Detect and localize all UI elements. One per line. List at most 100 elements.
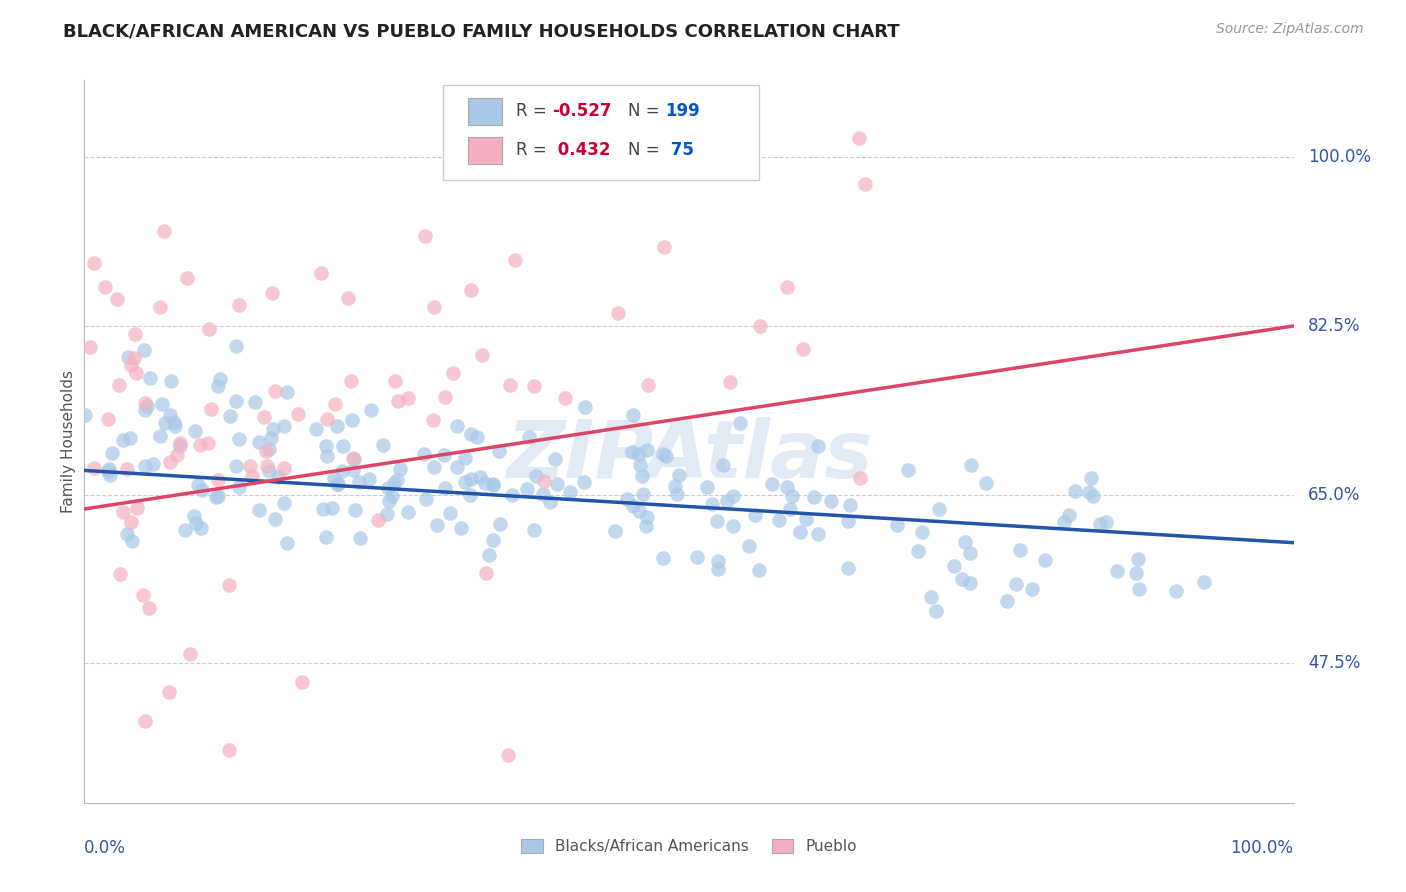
- Point: [630, 469, 652, 483]
- Point: [349, 532, 371, 546]
- Point: [176, 270, 198, 285]
- Point: [132, 588, 155, 602]
- Point: [315, 530, 337, 544]
- Point: [474, 476, 496, 491]
- Point: [654, 240, 676, 254]
- Point: [716, 493, 738, 508]
- Point: [1088, 517, 1111, 532]
- Point: [381, 489, 404, 503]
- Point: [621, 499, 644, 513]
- Point: [326, 476, 349, 491]
- Point: [523, 379, 546, 393]
- Point: [276, 535, 298, 549]
- Point: [169, 439, 191, 453]
- Point: [97, 462, 120, 476]
- Point: [343, 451, 366, 466]
- Point: [228, 480, 250, 494]
- Point: [853, 177, 876, 191]
- Point: [111, 434, 134, 448]
- Point: [159, 408, 181, 422]
- Point: [627, 504, 650, 518]
- Text: N =: N =: [628, 141, 665, 160]
- Point: [125, 501, 148, 516]
- Point: [264, 384, 287, 398]
- Point: [465, 430, 488, 444]
- Point: [628, 447, 651, 461]
- Point: [93, 280, 115, 294]
- Point: [501, 488, 523, 502]
- Point: [315, 449, 337, 463]
- Point: [761, 477, 783, 491]
- Point: [471, 348, 494, 362]
- Point: [316, 412, 339, 426]
- Point: [744, 508, 766, 522]
- Text: 65.0%: 65.0%: [1308, 485, 1361, 503]
- Point: [434, 390, 457, 404]
- Point: [207, 489, 229, 503]
- Point: [1126, 551, 1149, 566]
- Point: [385, 473, 408, 487]
- Point: [925, 604, 948, 618]
- Point: [256, 458, 278, 473]
- Point: [382, 476, 405, 491]
- Point: [169, 435, 191, 450]
- Point: [83, 256, 105, 270]
- Point: [225, 339, 247, 353]
- Point: [163, 418, 186, 433]
- Point: [516, 482, 538, 496]
- Point: [776, 480, 799, 494]
- Point: [205, 490, 228, 504]
- Point: [1192, 575, 1215, 590]
- Point: [526, 468, 548, 483]
- Point: [245, 395, 267, 409]
- Point: [157, 685, 180, 699]
- Point: [183, 424, 205, 438]
- Point: [706, 514, 728, 528]
- Point: [837, 514, 859, 528]
- Text: 75: 75: [665, 141, 693, 160]
- Point: [139, 371, 162, 385]
- Point: [959, 576, 981, 591]
- Point: [375, 507, 398, 521]
- Point: [848, 131, 870, 145]
- Point: [239, 459, 262, 474]
- Point: [488, 517, 510, 532]
- Point: [960, 458, 983, 473]
- Point: [780, 489, 803, 503]
- Point: [160, 374, 183, 388]
- Point: [959, 546, 981, 560]
- Point: [460, 283, 482, 297]
- Point: [496, 747, 519, 762]
- Point: [560, 485, 582, 500]
- Point: [218, 409, 240, 423]
- Point: [775, 280, 797, 294]
- Point: [339, 374, 361, 388]
- Point: [820, 493, 842, 508]
- Point: [911, 524, 934, 539]
- Point: [920, 590, 942, 604]
- Point: [135, 399, 157, 413]
- Point: [1105, 565, 1128, 579]
- Point: [342, 451, 364, 466]
- Point: [225, 393, 247, 408]
- Point: [460, 427, 482, 442]
- Point: [538, 495, 561, 509]
- Point: [636, 510, 658, 524]
- Point: [666, 486, 689, 500]
- Point: [803, 490, 825, 504]
- Point: [441, 366, 464, 380]
- Point: [260, 286, 283, 301]
- Point: [499, 377, 522, 392]
- Point: [377, 481, 399, 495]
- Point: [79, 340, 101, 354]
- Point: [253, 409, 276, 424]
- Text: Source: ZipAtlas.com: Source: ZipAtlas.com: [1216, 22, 1364, 37]
- Point: [267, 469, 290, 483]
- Point: [721, 519, 744, 533]
- Point: [837, 561, 859, 575]
- Point: [637, 377, 659, 392]
- Point: [423, 300, 446, 314]
- Point: [749, 318, 772, 333]
- Point: [488, 444, 510, 458]
- Point: [807, 527, 830, 541]
